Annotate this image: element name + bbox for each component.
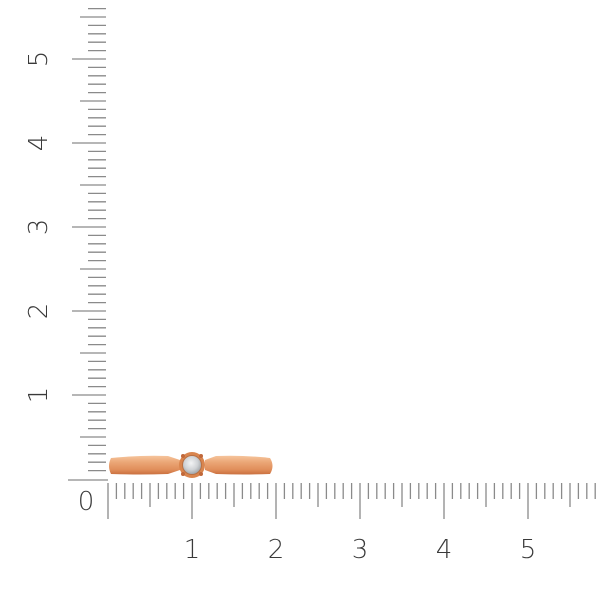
- x-tick-label: 1: [184, 535, 201, 565]
- y-tick-label: 2: [24, 303, 54, 320]
- ruler-ticks: [68, 7, 596, 519]
- y-tick-label: 4: [24, 135, 54, 152]
- x-tick-label: 4: [436, 535, 453, 565]
- x-tick-label: 5: [520, 535, 537, 565]
- ruler-labels: 0 1 2 3 4 5 1 2 3 4 5: [24, 51, 536, 565]
- x-tick-label: 0: [78, 487, 95, 517]
- x-tick-label: 2: [268, 535, 285, 565]
- ring-stone: [182, 455, 202, 475]
- ring-band-right: [205, 455, 273, 475]
- ring-image: [109, 452, 273, 478]
- y-tick-label: 3: [24, 219, 54, 236]
- ring-band-left: [109, 455, 180, 475]
- y-tick-label: 1: [24, 387, 54, 404]
- x-tick-label: 3: [352, 535, 369, 565]
- y-tick-label: 5: [24, 51, 54, 68]
